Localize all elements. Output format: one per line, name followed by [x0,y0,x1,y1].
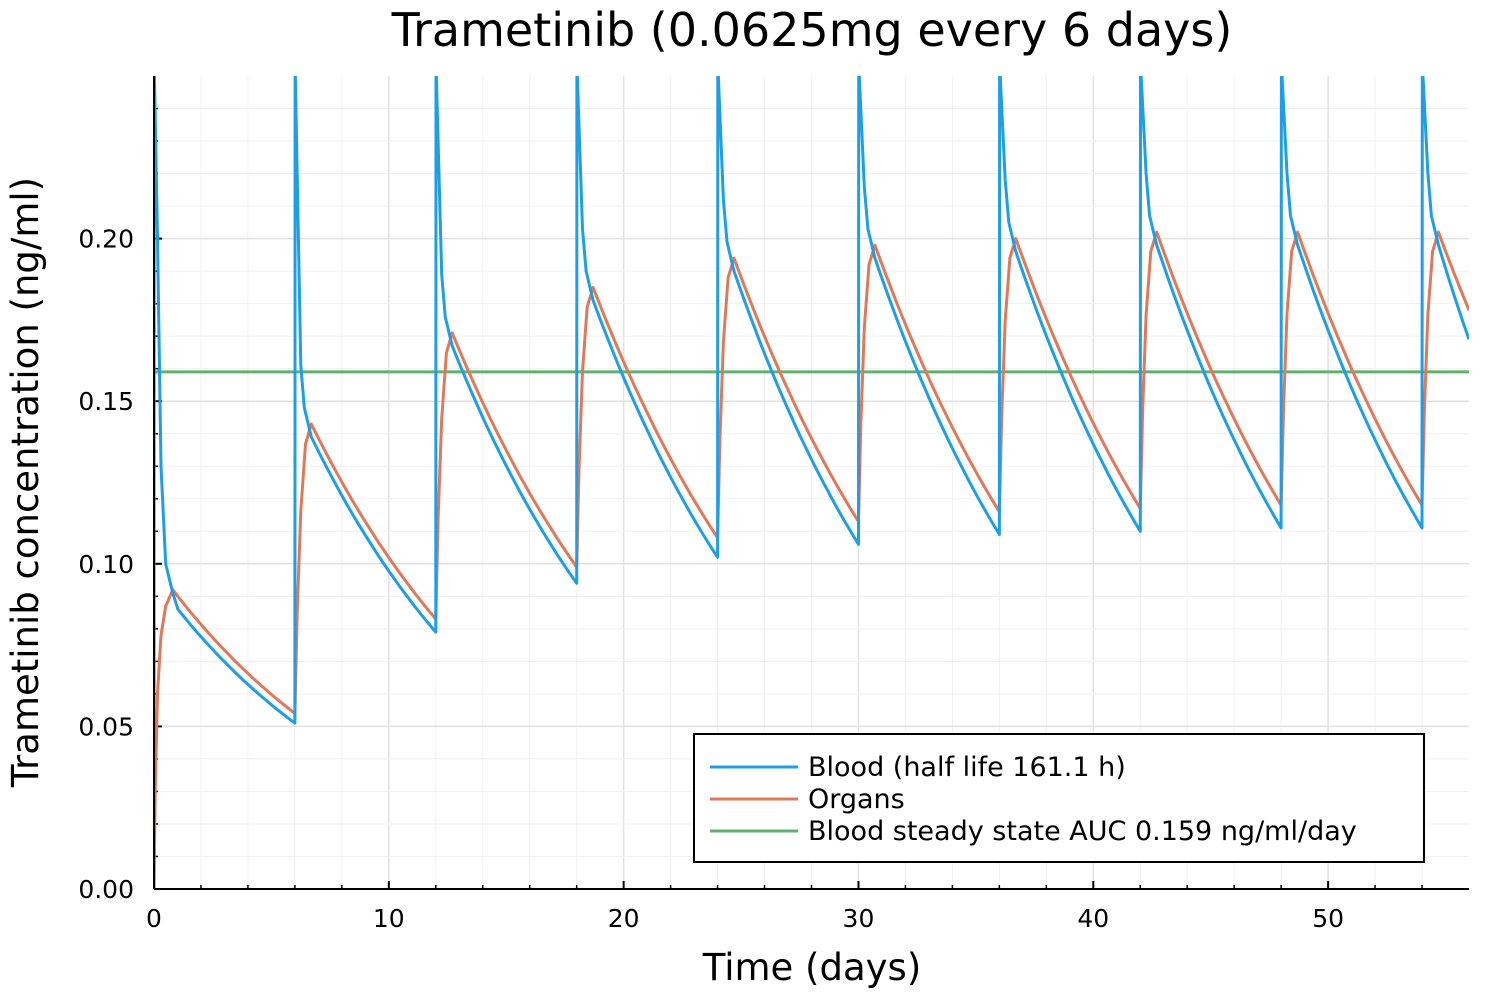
x-tick-label: 50 [1312,904,1344,933]
x-tick-label: 0 [146,904,162,933]
legend-label-organs: Organs [808,784,905,815]
legend: Blood (half life 161.1 h) Organs Blood s… [693,733,1425,863]
organs-line [154,230,1469,889]
x-tick-label: 20 [608,904,640,933]
x-axis-label: Time (days) [702,946,922,989]
legend-label-blood: Blood (half life 161.1 h) [808,752,1126,783]
x-tick-label: 40 [1077,904,1109,933]
y-tick-label: 0.00 [78,875,134,904]
x-tick-label: 10 [373,904,405,933]
blood-line [154,76,1469,889]
y-tick-label: 0.10 [78,550,134,579]
y-tick-label: 0.05 [78,712,134,741]
series-lines [154,76,1469,889]
y-tick-label: 0.15 [78,387,134,416]
chart-title: Trametinib (0.0625mg every 6 days) [391,3,1233,57]
x-tick-label: 30 [843,904,875,933]
legend-label-steady-state: Blood steady state AUC 0.159 ng/ml/day [808,816,1357,847]
y-tick-label: 0.20 [78,225,134,254]
y-axis-label: Trametinib concentration (ng/ml) [4,177,47,788]
legend-box [693,733,1425,863]
